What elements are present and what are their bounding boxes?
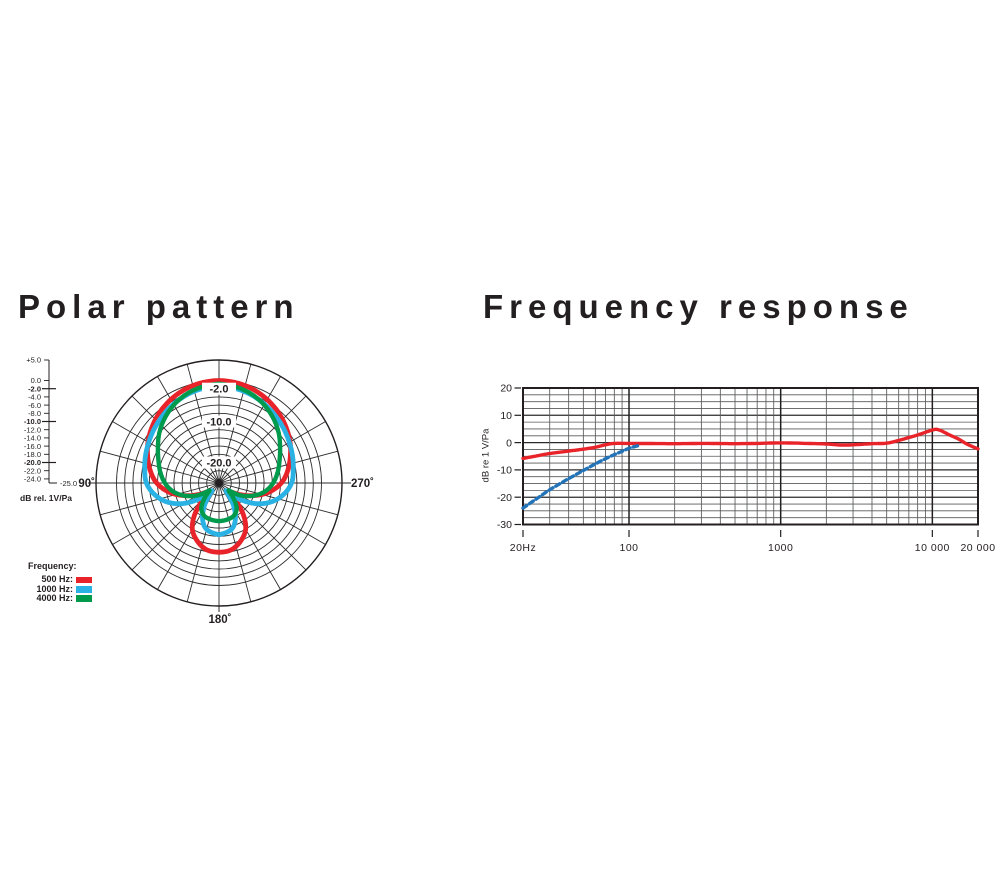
legend-title: Frequency: (28, 561, 77, 571)
legend-item-label: 1000 Hz: (36, 583, 73, 594)
polar-scale-tick-label: -24.0 (24, 475, 41, 484)
polar-grid-ring (173, 437, 265, 529)
polar-scale-tick-label: -14.0 (24, 434, 41, 443)
polar-curve-1000Hz (142, 383, 296, 538)
polar-scale-tick-label: -12.0 (24, 425, 41, 434)
polar-ring-label: -10.0 (206, 417, 231, 429)
polar-scale-tick-label: -18.0 (24, 450, 41, 459)
polar-grid-ring (189, 453, 249, 513)
polar-grid-ring (140, 404, 298, 562)
polar-scale-tick-label: -8.0 (28, 409, 41, 418)
freq-y-tick-label: -30 (497, 519, 512, 531)
polar-grid-ring (214, 478, 224, 488)
freq-x-tick-label: 10 000 (915, 542, 950, 554)
polar-scale-min-label: -25.0 (60, 479, 77, 488)
freq-y-tick-label: 0 (506, 437, 512, 449)
polar-ring-label-mask (202, 456, 236, 469)
polar-scale-caption: dB rel. 1V/Pa (20, 493, 72, 503)
legend-item: 1000 Hz: (28, 583, 92, 594)
freq-curve-rolloff (521, 443, 642, 510)
polar-scale-tick-label: -16.0 (24, 442, 41, 451)
polar-center-dot (215, 479, 223, 487)
polar-grid-ring (132, 396, 306, 570)
polar-ring-label-mask (202, 382, 236, 395)
polar-scale-tick-label: -4.0 (28, 393, 41, 402)
polar-curve-4000Hz (155, 381, 283, 524)
freq-x-tick-label: 20 000 (960, 542, 995, 554)
legend-item: 500 Hz: (28, 574, 92, 585)
polar-ring-label: -20.0 (206, 458, 231, 470)
legend-color-swatch (76, 595, 92, 602)
polar-chart: -2.0-10.0-20.0+5.00.0-2.0-4.0-6.0-8.0-10… (20, 356, 374, 626)
polar-ring-label: -2.0 (210, 384, 229, 396)
frequency-response-title: Frequency response (483, 288, 914, 325)
legend-color-swatch (76, 586, 92, 593)
polar-scale-tick-label: 0.0 (31, 376, 41, 385)
legend-item-label: 4000 Hz: (36, 593, 73, 603)
polar-scale-tick-label: +5.0 (26, 356, 41, 365)
polar-angle-label-180: 180˚ (208, 614, 231, 626)
polar-scale-tick-label: -2.0 (28, 384, 41, 393)
freq-x-tick-label: 1000 (768, 542, 793, 554)
polar-ring-label-mask (202, 415, 236, 428)
freq-curve-response (521, 427, 980, 461)
polar-scale-tick-label: -10.0 (24, 417, 41, 426)
polar-angle-label-90: 90˚ (78, 478, 95, 490)
freq-y-tick-label: 10 (500, 410, 512, 422)
polar-frequency-legend: Frequency: 500 Hz: 1000 Hz: 4000 Hz: (28, 561, 92, 603)
freq-plot-frame (522, 387, 979, 526)
polar-grid-ring (206, 470, 232, 496)
polar-scale-tick-label: -20.0 (24, 458, 41, 467)
legend-item-label: 500 Hz: (41, 574, 73, 585)
polar-angle-label-270: 270˚ (351, 478, 374, 490)
legend-item: 4000 Hz: (28, 593, 92, 603)
freq-y-tick-label: -10 (497, 465, 512, 477)
polar-scale-tick-label: -6.0 (28, 401, 41, 410)
polar-pattern-title: Polar pattern (18, 288, 300, 325)
freq-y-tick-label: 20 (500, 383, 512, 395)
legend-color-swatch (76, 576, 92, 584)
freq-x-tick-label: 20Hz (510, 542, 537, 554)
polar-scale-tick-label: -22.0 (24, 466, 41, 475)
freq-y-tick-label: -20 (497, 492, 512, 504)
freq-y-axis-label: dB re 1 V/Pa (480, 428, 492, 483)
freq-x-tick-label: 100 (619, 542, 638, 554)
